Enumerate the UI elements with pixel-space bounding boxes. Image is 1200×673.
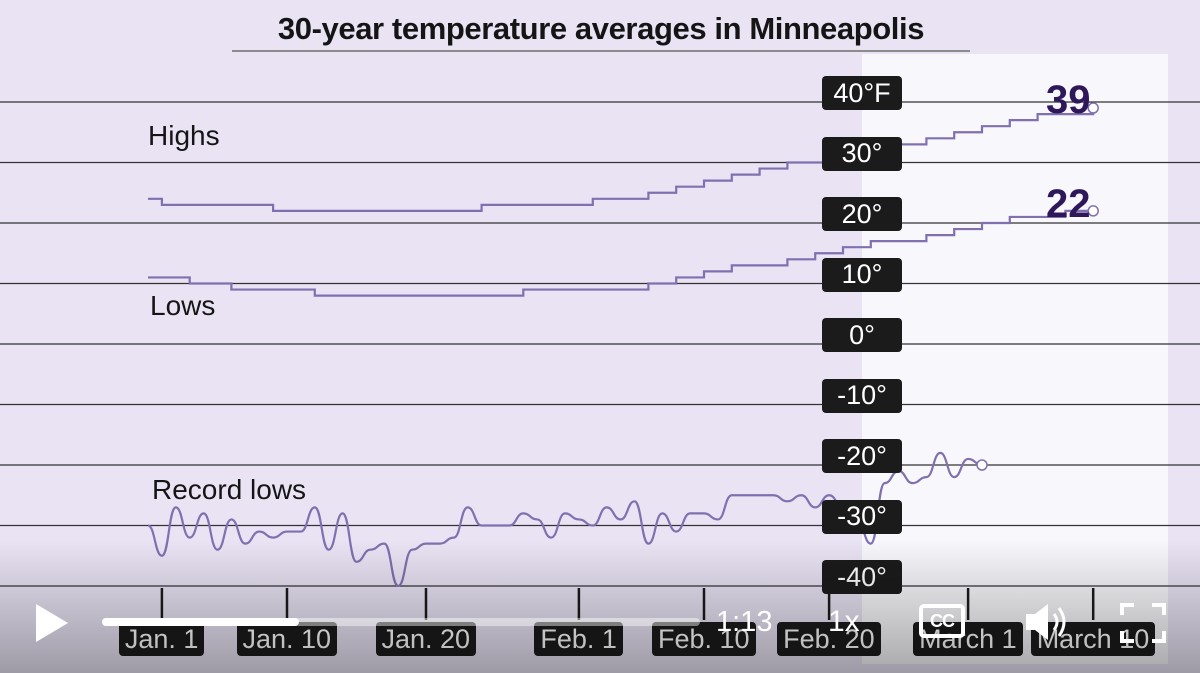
x-tick-label: Jan. 20 (375, 622, 477, 656)
future-shade (862, 54, 1168, 664)
chart-title-wrap: 30-year temperature averages in Minneapo… (232, 8, 970, 52)
series-lines (147, 102, 1099, 588)
fullscreen-icon (1120, 603, 1166, 643)
highs-end-label: 39 (1046, 78, 1091, 122)
x-tick-label: Feb. 20 (777, 622, 881, 656)
x-tick-label: March 1 (913, 622, 1023, 656)
chart-title: 30-year temperature averages in Minneapo… (277, 11, 925, 46)
play-button[interactable] (30, 601, 74, 645)
y-tick-label: 30° (822, 136, 902, 171)
series-label-lows: Lows (150, 290, 216, 321)
series-line-lows (148, 209, 1094, 297)
playback-speed-button[interactable]: 1x (828, 605, 860, 638)
y-tick-label: 40°F (822, 76, 902, 110)
volume-button[interactable] (1024, 600, 1074, 644)
series-label-record-lows: Record lows (152, 474, 307, 505)
y-tick-label: -10° (822, 378, 902, 413)
y-tick-label: -30° (822, 499, 902, 534)
fullscreen-button[interactable] (1118, 601, 1168, 645)
y-tick-label: 20° (822, 197, 902, 231)
y-tick-label: -20° (822, 439, 902, 473)
series-line-highs (148, 108, 1095, 212)
x-tick-marks (160, 588, 1095, 620)
closed-captions-button[interactable]: CC (919, 604, 967, 640)
current-time: 1:13 (716, 606, 773, 638)
y-tick-label: 10° (822, 257, 902, 292)
series-end-marker (976, 459, 988, 471)
video-controls (0, 540, 1200, 673)
y-tick-label: 0° (822, 318, 902, 352)
x-tick-label: Feb. 1 (534, 622, 623, 656)
volume-icon (1026, 604, 1066, 640)
x-tick-label: Jan. 10 (236, 622, 338, 656)
play-icon (36, 604, 68, 642)
series-label-highs: Highs (148, 120, 220, 151)
x-tick-label: Feb. 10 (652, 622, 756, 656)
progress-fill (102, 618, 300, 626)
lows-end-label: 22 (1046, 182, 1091, 226)
y-tick-label: -40° (822, 560, 902, 594)
progress-bar[interactable] (102, 618, 700, 626)
x-tick-label: Jan. 1 (118, 622, 205, 656)
cc-icon: CC (919, 604, 965, 638)
series-end-marker (1087, 102, 1099, 114)
series-end-marker (1087, 205, 1099, 217)
